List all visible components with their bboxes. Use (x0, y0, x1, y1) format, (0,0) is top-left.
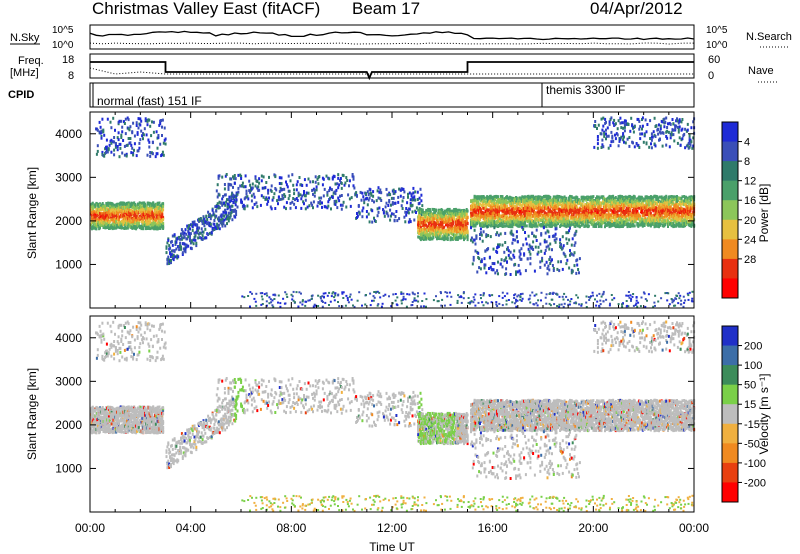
velocity-panel: 1000 2000 3000 4000 00:00 04:00 08:00 12:00 16:… (25, 315, 771, 554)
colorbar-swatch (722, 384, 738, 405)
xtick-label: 16:00 (478, 521, 508, 535)
ytick-label: 2000 (55, 418, 82, 432)
ytick-label: 1000 (55, 461, 82, 475)
colorbar-swatch (722, 219, 738, 240)
velocity-colorbar: 200 100 50 15 -15 -50 -100 -200 (721, 325, 766, 503)
nsky-label: N.Sky (10, 32, 40, 44)
cpid-label: CPID (8, 89, 34, 101)
date-label: 04/Apr/2012 (590, 0, 683, 18)
cpid-themis-label: themis 3300 IF (546, 83, 625, 97)
xtick-label: 00:00 (679, 521, 709, 535)
xtick-label: 12:00 (377, 521, 407, 535)
xtick-label: 08:00 (276, 521, 306, 535)
nave-tick-high: 60 (708, 54, 720, 66)
power-colorbar-label: Power [dB] (757, 184, 771, 243)
cpid-panel: CPID normal (fast) 151 IF themis 3300 IF (8, 82, 695, 108)
colorbar-tick-label: 100 (744, 360, 762, 372)
velocity-colorbar-label: Velocity [m s⁻¹] (757, 373, 771, 454)
ytick-label: 4000 (55, 331, 82, 345)
colorbar-swatch (722, 258, 738, 279)
colorbar-tick-label: 20 (744, 215, 756, 227)
colorbar-swatch (722, 423, 738, 444)
power-colorbar: 4 8 12 16 20 24 28 (721, 121, 756, 299)
freq-tick-high: 18 (62, 54, 74, 66)
colorbar-swatch (722, 462, 738, 483)
colorbar-swatch (722, 443, 738, 464)
colorbar-swatch (722, 161, 738, 182)
colorbar-tick-label: 200 (744, 341, 762, 353)
colorbar-swatch (722, 482, 738, 503)
colorbar-swatch (722, 122, 738, 143)
freq-panel: Freq. [MHz] 18 8 60 0 Nave (10, 53, 778, 83)
colorbar-tick-label: -100 (744, 458, 766, 470)
colorbar-swatch (722, 141, 738, 162)
power-ylabel: Slant Range [km] (25, 167, 39, 259)
noise-right-tick-high: 10^5 (706, 25, 728, 36)
ytick-label: 2000 (55, 214, 82, 228)
colorbar-swatch (722, 278, 738, 299)
xtick-label: 20:00 (578, 521, 608, 535)
colorbar-swatch (722, 239, 738, 260)
noise-right-tick-low: 10^0 (706, 40, 728, 51)
colorbar-tick-label: 4 (744, 137, 750, 149)
colorbar-tick-label: -50 (744, 438, 760, 450)
nave-tick-low: 0 (708, 70, 714, 82)
colorbar-swatch (722, 404, 738, 425)
colorbar-tick-label: 12 (744, 176, 756, 188)
colorbar-swatch (722, 326, 738, 347)
noise-panel: N.Sky 10^5 10^0 10^5 10^0 N.Search (10, 24, 792, 51)
noise-left-tick-low: 10^0 (52, 40, 74, 51)
freq-label: Freq. (18, 55, 44, 67)
velocity-ylabel: Slant Range [km] (25, 368, 39, 460)
colorbar-swatch (722, 345, 738, 366)
power-data-cells (90, 116, 696, 308)
xtick-label: 04:00 (176, 521, 206, 535)
colorbar-tick-label: 50 (744, 380, 756, 392)
nsearch-label: N.Search (746, 31, 792, 43)
beam-label: Beam 17 (352, 0, 420, 18)
colorbar-swatch (722, 200, 738, 221)
noise-left-tick-high: 10^5 (52, 25, 74, 36)
ytick-label: 3000 (55, 374, 82, 388)
freq-unit-label: [MHz] (10, 67, 39, 79)
colorbar-tick-label: -200 (744, 477, 766, 489)
colorbar-swatch (722, 365, 738, 386)
ytick-label: 1000 (55, 257, 82, 271)
plot-title: Christmas Valley East (fitACF) (92, 0, 320, 18)
colorbar-tick-label: 15 (744, 399, 756, 411)
colorbar-tick-label: 24 (744, 234, 756, 246)
colorbar-tick-label: 8 (744, 156, 750, 168)
colorbar-tick-label: 28 (744, 254, 756, 266)
freq-tick-low: 8 (68, 70, 74, 82)
nave-label: Nave (748, 65, 774, 77)
ytick-label: 4000 (55, 127, 82, 141)
power-panel: 1000 2000 3000 4000 Slant Range [km] 4 8 12 16… (25, 111, 771, 309)
velocity-xlabel: Time UT (369, 540, 415, 554)
xtick-label: 00:00 (75, 521, 105, 535)
cpid-normal-label: normal (fast) 151 IF (97, 94, 202, 108)
colorbar-tick-label: -15 (744, 419, 760, 431)
velocity-data-cells (90, 320, 696, 512)
ytick-label: 3000 (55, 170, 82, 184)
colorbar-swatch (722, 180, 738, 201)
colorbar-tick-label: 16 (744, 195, 756, 207)
